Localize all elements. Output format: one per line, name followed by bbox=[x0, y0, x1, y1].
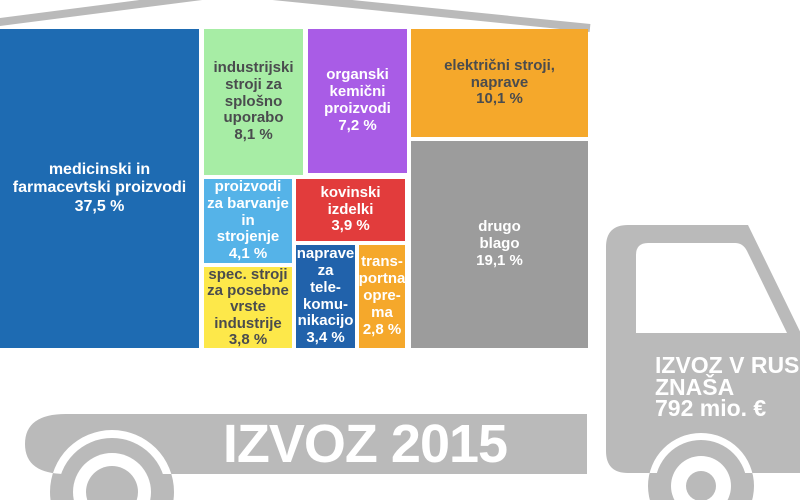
banner-title: IZVOZ 2015 bbox=[222, 414, 508, 474]
treemap-block-organski: organski kemični proizvodi 7,2 % bbox=[308, 29, 407, 173]
block-label: drugo blago bbox=[478, 218, 521, 253]
block-value: 37,5 % bbox=[74, 197, 125, 215]
block-value: 7,2 % bbox=[338, 116, 377, 134]
treemap-block-kovinski: kovinski izdelki 3,9 % bbox=[296, 179, 405, 241]
rear-hub bbox=[86, 466, 138, 500]
treemap-block-medicinski: medicinski in farmacevtski proizvodi 37,… bbox=[0, 29, 199, 348]
block-label: spec. stroji za posebne vrste industrije bbox=[207, 266, 289, 332]
front-hub bbox=[686, 471, 716, 500]
treemap-block-drugo-blago: drugo blago 19,1 % bbox=[411, 141, 588, 348]
block-value: 3,4 % bbox=[306, 329, 345, 347]
block-value: 19,1 % bbox=[476, 251, 523, 269]
treemap-block-industrijski: industrijski stroji za splošno uporabo 8… bbox=[204, 29, 303, 175]
block-label: kovinski izdelki bbox=[320, 183, 381, 218]
block-value: 3,8 % bbox=[228, 330, 268, 348]
block-label: medicinski in farmacevtski proizvodi bbox=[12, 161, 187, 197]
block-label: trans- portna opre- ma bbox=[358, 253, 406, 321]
block-value: 8,1 % bbox=[234, 126, 273, 144]
block-value: 2,8 % bbox=[362, 320, 402, 338]
front-wheel bbox=[655, 440, 747, 500]
cab-window bbox=[636, 243, 787, 333]
trailer-bar bbox=[25, 414, 587, 500]
trailer-roof-outline bbox=[0, 0, 591, 32]
cab-caption: IZVOZ V RUSIJO ZNAŠA 792 mio. € bbox=[655, 352, 800, 421]
treemap-block-proizvodi-barvanje: proizvodi za barvanje in strojenje 4,1 % bbox=[204, 177, 292, 263]
block-value: 4,1 % bbox=[228, 245, 268, 263]
block-value: 3,9 % bbox=[331, 217, 370, 235]
block-label: električni stroji, naprave bbox=[444, 56, 555, 91]
treemap-block-transportna: trans- portna opre- ma 2,8 % bbox=[359, 245, 405, 348]
treemap-block-elektricni: električni stroji, naprave 10,1 % bbox=[411, 29, 588, 137]
treemap-block-spec-stroji: spec. stroji za posebne vrste industrije… bbox=[204, 266, 292, 348]
block-label: proizvodi za barvanje in strojenje bbox=[207, 177, 289, 246]
block-label: industrijski stroji za splošno uporabo bbox=[213, 58, 294, 127]
treemap-block-telekomunikacije: naprave za tele- komu- nikacijo 3,4 % bbox=[296, 245, 355, 348]
block-value: 10,1 % bbox=[476, 90, 523, 108]
block-label: naprave za tele- komu- nikacijo bbox=[296, 244, 355, 330]
block-label: organski kemični proizvodi bbox=[324, 66, 391, 117]
rear-wheel bbox=[58, 438, 166, 500]
